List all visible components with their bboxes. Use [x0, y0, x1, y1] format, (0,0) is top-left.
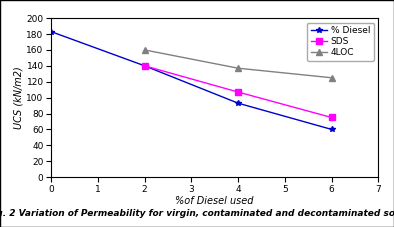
- Line: % Diesel: % Diesel: [48, 29, 334, 132]
- 4LOC: [236, 67, 240, 69]
- % Diesel: [142, 64, 147, 67]
- SDS: [142, 64, 147, 67]
- SDS: [329, 116, 334, 119]
- SDS: [236, 91, 240, 94]
- X-axis label: %of Diesel used: %of Diesel used: [175, 197, 254, 207]
- 4LOC: [329, 76, 334, 79]
- Text: Fig. 2 Variation of Permeability for virgin, contaminated and decontaminated soi: Fig. 2 Variation of Permeability for vir…: [0, 209, 394, 218]
- % Diesel: [49, 30, 54, 33]
- 4LOC: [142, 49, 147, 51]
- % Diesel: [329, 128, 334, 131]
- Y-axis label: UCS (kN/m2): UCS (kN/m2): [13, 66, 24, 129]
- Line: 4LOC: 4LOC: [142, 47, 334, 81]
- Legend: % Diesel, SDS, 4LOC: % Diesel, SDS, 4LOC: [307, 23, 374, 61]
- Line: SDS: SDS: [142, 63, 334, 120]
- % Diesel: [236, 102, 240, 104]
